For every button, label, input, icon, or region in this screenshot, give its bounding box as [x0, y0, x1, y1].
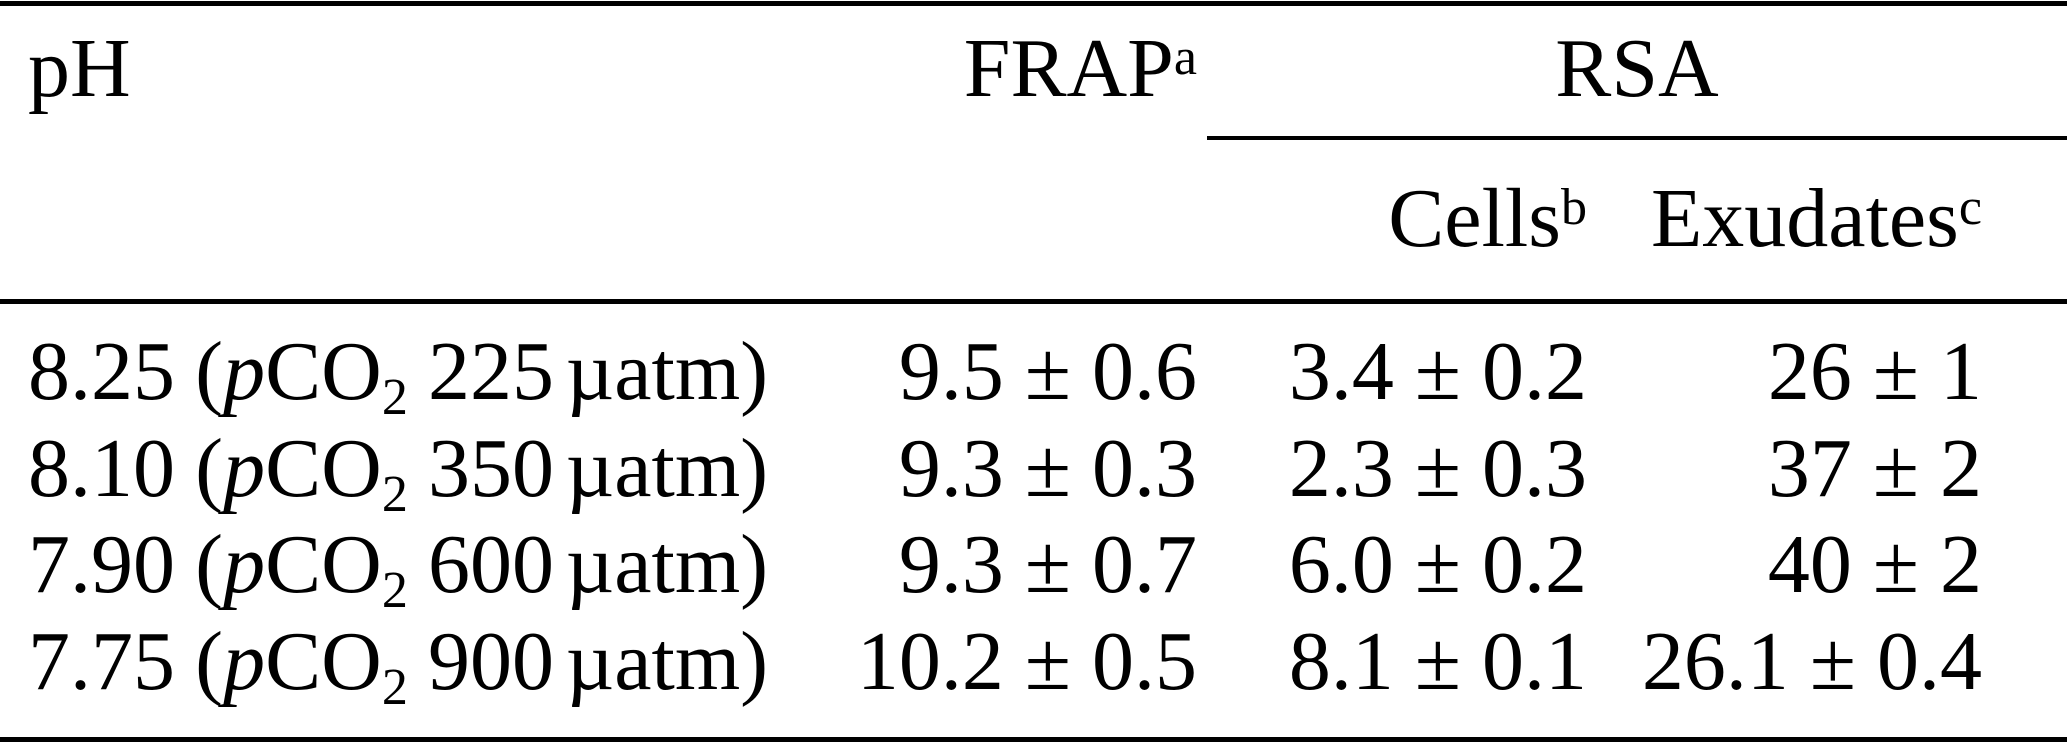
ph-value: 7.90	[28, 518, 175, 611]
paren-open: (	[195, 422, 224, 515]
row-label-ph: 7.75 (pCO2 900 µatm)	[28, 620, 768, 714]
ph-value: 8.25	[28, 325, 175, 418]
footnote-marker-b: b	[1560, 179, 1587, 237]
table-top-rule	[0, 1, 2067, 6]
frap-value: 9.3 ± 0.3	[898, 422, 1197, 515]
frap-value: 10.2 ± 0.5	[856, 615, 1197, 708]
paren-open: (	[195, 325, 224, 418]
unit-uatm: µatm	[565, 325, 741, 418]
pco2-p-italic: p	[223, 615, 266, 708]
rsa-cells-value: 2.3 ± 0.3	[1288, 422, 1587, 515]
paren-close: )	[740, 325, 769, 418]
frap-label: FRAP	[963, 22, 1174, 115]
ph-value: 7.75	[28, 615, 175, 708]
paren-open: (	[195, 615, 224, 708]
rsa-cells-value: 3.4 ± 0.2	[1288, 325, 1587, 418]
pco2-value: 900	[428, 615, 555, 708]
pco2-subscript-2: 2	[381, 658, 408, 716]
col-header-frap: FRAPa	[964, 27, 1197, 111]
pco2-subscript-2: 2	[381, 465, 408, 523]
pco2-subscript-2: 2	[381, 561, 408, 619]
rsa-cells-value: 8.1 ± 0.1	[1288, 615, 1587, 708]
pco2-co: CO	[265, 615, 382, 708]
unit-uatm: µatm	[565, 518, 741, 611]
paren-close: )	[740, 615, 769, 708]
rsa-exudates-value: 26 ± 1	[1767, 325, 1982, 418]
unit-uatm: µatm	[565, 422, 741, 515]
rsa-exudates-value: 26.1 ± 0.4	[1641, 615, 1982, 708]
pco2-p-italic: p	[223, 422, 266, 515]
table-header-rule	[0, 299, 2067, 304]
pco2-co: CO	[265, 518, 382, 611]
row-label-ph: 8.10 (pCO2 350 µatm)	[28, 427, 768, 521]
pco2-value: 350	[428, 422, 555, 515]
pco2-value: 225	[428, 325, 555, 418]
pco2-p-italic: p	[223, 325, 266, 418]
ph-value: 8.10	[28, 422, 175, 515]
rsa-exudates-value: 40 ± 2	[1767, 518, 1982, 611]
rsa-cells-value: 6.0 ± 0.2	[1288, 518, 1587, 611]
paren-close: )	[740, 422, 769, 515]
col-header-cells: Cellsb	[1388, 177, 1587, 261]
pco2-value: 600	[428, 518, 555, 611]
rsa-exudates-value: 37 ± 2	[1767, 422, 1982, 515]
col-header-ph: pH	[28, 22, 131, 115]
frap-value: 9.3 ± 0.7	[898, 518, 1197, 611]
frap-value: 9.5 ± 0.6	[898, 325, 1197, 418]
exudates-label: Exudates	[1650, 172, 1959, 265]
pco2-co: CO	[265, 422, 382, 515]
table-bottom-rule	[0, 737, 2067, 742]
pco2-p-italic: p	[223, 518, 266, 611]
pco2-co: CO	[265, 325, 382, 418]
footnote-marker-a: a	[1173, 29, 1197, 87]
row-label-ph: 8.25 (pCO2 225 µatm)	[28, 330, 768, 424]
rsa-spanner-rule	[1207, 136, 2067, 140]
unit-uatm: µatm	[565, 615, 741, 708]
col-header-exudates: Exudatesc	[1651, 177, 1982, 261]
footnote-marker-c: c	[1958, 179, 1982, 237]
paren-open: (	[195, 518, 224, 611]
pco2-subscript-2: 2	[381, 368, 408, 426]
cells-label: Cells	[1388, 172, 1561, 265]
paren-close: )	[740, 518, 769, 611]
row-label-ph: 7.90 (pCO2 600 µatm)	[28, 523, 768, 617]
col-header-rsa: RSA	[1555, 22, 1719, 115]
